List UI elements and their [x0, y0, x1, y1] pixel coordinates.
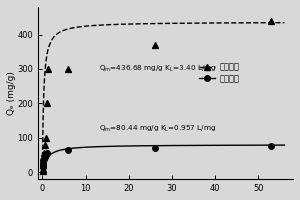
Point — [41, 159, 46, 162]
Point — [66, 148, 71, 152]
Point — [44, 152, 49, 155]
Y-axis label: Qₑ (mg/g): Qₑ (mg/g) — [7, 71, 16, 115]
Point — [269, 145, 274, 148]
Point — [40, 161, 45, 164]
Point — [40, 166, 45, 169]
Point — [45, 67, 50, 71]
Point — [41, 160, 46, 164]
Point — [40, 169, 45, 172]
Point — [42, 155, 47, 158]
Legend: 缺氧条件, 有氧条件: 缺氧条件, 有氧条件 — [195, 59, 243, 87]
Point — [44, 136, 48, 139]
Point — [66, 67, 71, 71]
Point — [41, 152, 46, 155]
Point — [40, 167, 45, 170]
Point — [269, 19, 274, 22]
Point — [152, 43, 157, 46]
Point — [40, 164, 45, 167]
Text: Q$_{\rm m}$=436.68 mg/g K$_{\rm L}$=3.40 L/mg: Q$_{\rm m}$=436.68 mg/g K$_{\rm L}$=3.40… — [99, 64, 216, 74]
Point — [42, 143, 47, 146]
Point — [44, 153, 48, 157]
Text: Q$_{\rm m}$=80.44 mg/g K$_{\rm L}$=0.957 L/mg: Q$_{\rm m}$=80.44 mg/g K$_{\rm L}$=0.957… — [99, 124, 216, 134]
Point — [40, 164, 45, 167]
Point — [44, 102, 49, 105]
Point — [41, 157, 46, 160]
Point — [152, 147, 157, 150]
